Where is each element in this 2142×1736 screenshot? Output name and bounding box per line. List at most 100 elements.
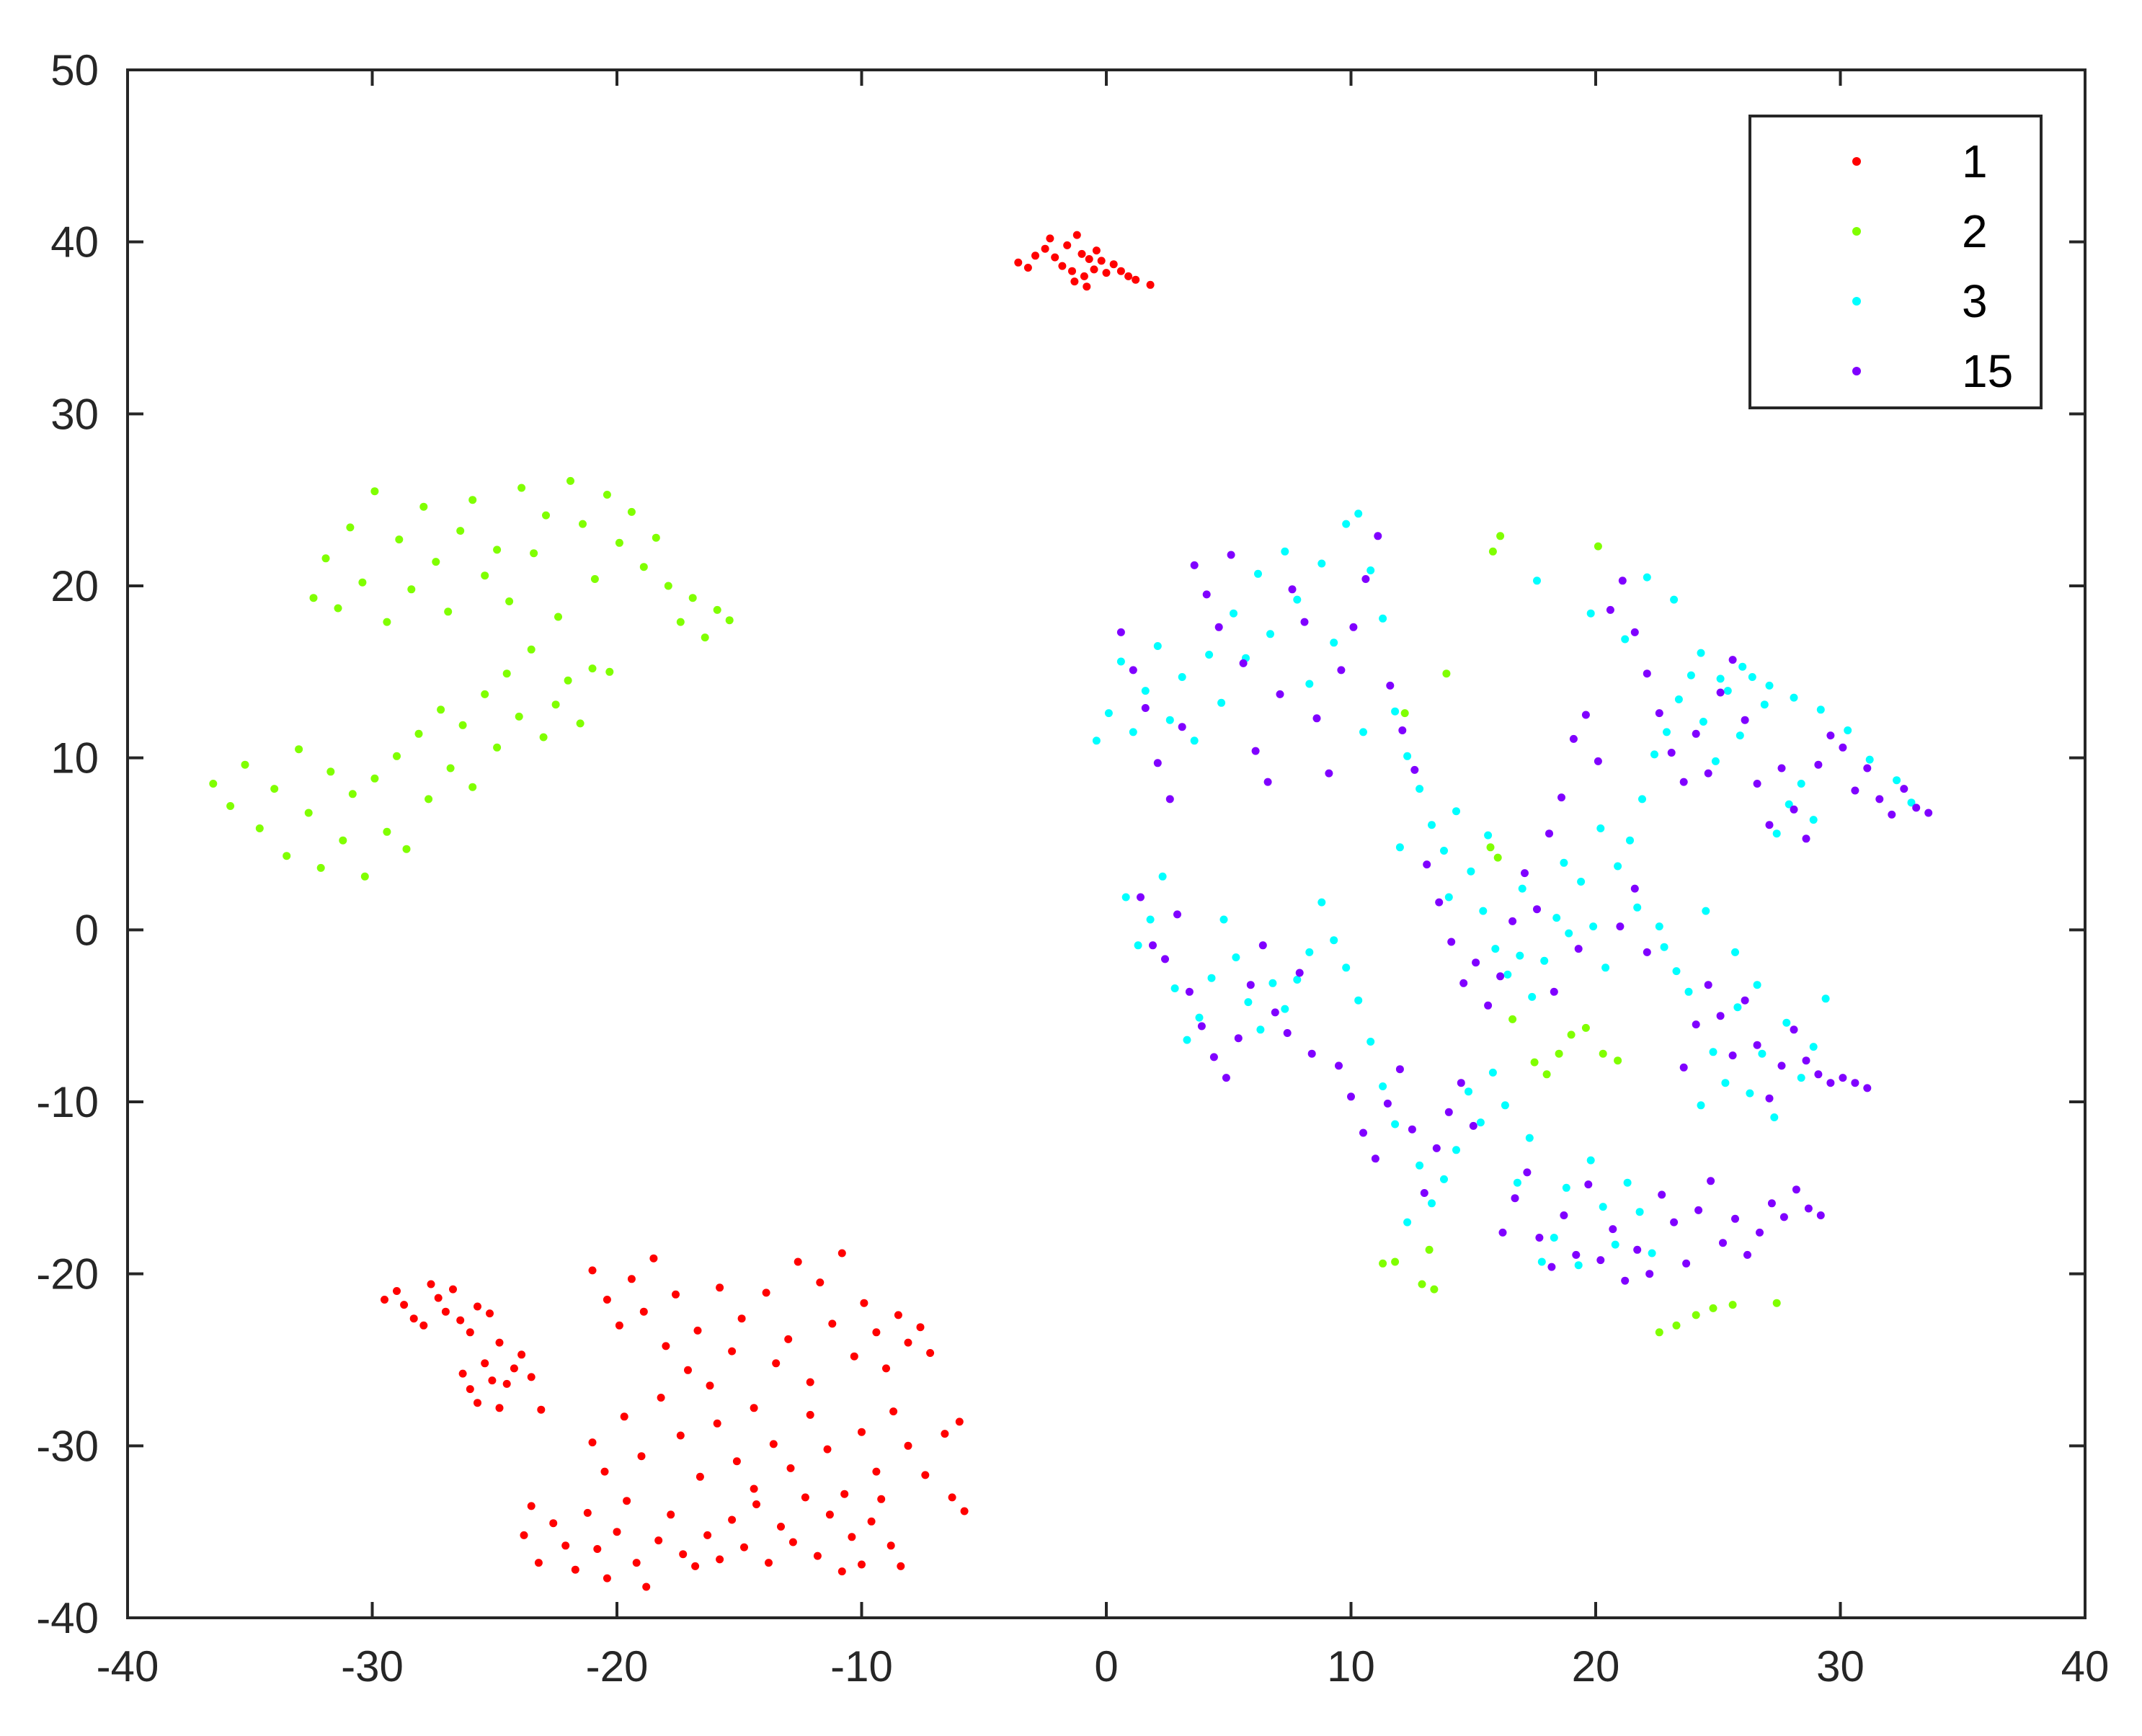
point-series-1-125 <box>784 1335 793 1343</box>
point-series-3-107 <box>1232 953 1240 961</box>
point-series-15-8 <box>1214 623 1223 631</box>
point-series-15-1 <box>1129 666 1137 675</box>
point-series-15-4 <box>1165 795 1174 804</box>
point-series-3-6 <box>1165 716 1174 724</box>
point-series-1-41 <box>481 1359 489 1368</box>
point-series-15-32 <box>1508 917 1517 925</box>
point-series-3-113 <box>1158 872 1167 881</box>
point-series-3-82 <box>1537 1258 1546 1266</box>
point-series-3-8 <box>1190 736 1199 745</box>
point-series-15-106 <box>1645 1270 1654 1278</box>
x-tick-label: 20 <box>1572 1642 1620 1691</box>
series-15 <box>1116 532 1933 1285</box>
point-series-2-45 <box>444 607 453 616</box>
point-series-1-66 <box>703 1531 712 1539</box>
point-series-1-31 <box>441 1307 450 1316</box>
legend: 1 2 3 15 <box>1748 115 2043 409</box>
point-series-1-112 <box>639 1307 648 1316</box>
point-series-15-29 <box>1472 958 1480 967</box>
point-series-15-65 <box>1912 804 1921 812</box>
point-series-2-79 <box>1530 1058 1539 1067</box>
point-series-1-45 <box>510 1364 518 1373</box>
point-series-1-90 <box>696 1472 704 1481</box>
point-series-1-70 <box>752 1500 760 1508</box>
point-series-15-91 <box>1444 1108 1453 1116</box>
point-series-3-102 <box>1293 976 1302 984</box>
point-series-2-74 <box>1418 1280 1426 1288</box>
point-series-1-57 <box>603 1574 611 1583</box>
series-2 <box>209 476 1781 1337</box>
point-series-3-83 <box>1525 1134 1534 1142</box>
point-series-15-98 <box>1547 1263 1556 1271</box>
point-series-3-44 <box>1638 795 1646 804</box>
point-series-2-43 <box>419 502 428 511</box>
point-series-2-75 <box>1430 1285 1439 1294</box>
point-series-2-59 <box>615 538 623 547</box>
point-series-1-52 <box>549 1519 558 1528</box>
point-series-1-67 <box>716 1555 724 1564</box>
point-series-1-109 <box>603 1296 611 1304</box>
point-series-1-26 <box>400 1301 409 1309</box>
point-series-15-40 <box>1606 605 1614 614</box>
point-series-2-42 <box>407 585 416 594</box>
point-series-2-70 <box>1486 843 1495 852</box>
point-series-3-73 <box>1648 1249 1656 1258</box>
point-series-15-35 <box>1545 829 1553 838</box>
legend-label-3: 3 <box>1962 275 1988 327</box>
point-series-15-61 <box>1863 764 1872 773</box>
point-series-2-7 <box>304 809 313 817</box>
point-series-1-62 <box>654 1536 663 1545</box>
point-series-1-84 <box>588 1438 597 1447</box>
point-series-3-93 <box>1403 1218 1412 1227</box>
point-series-3-53 <box>1748 673 1756 681</box>
point-series-1-58 <box>613 1528 621 1536</box>
point-series-2-64 <box>676 618 685 626</box>
point-series-3-111 <box>1183 1036 1191 1044</box>
point-series-3-22 <box>1366 566 1375 574</box>
point-series-1-87 <box>637 1452 646 1461</box>
point-series-3-80 <box>1562 1183 1570 1192</box>
point-series-15-114 <box>1743 1250 1751 1259</box>
point-series-2-50 <box>505 597 514 605</box>
point-series-3-26 <box>1416 785 1424 793</box>
point-series-15-42 <box>1630 628 1639 636</box>
point-series-2-21 <box>458 721 467 729</box>
point-series-1-116 <box>684 1366 692 1374</box>
point-series-1-19 <box>1124 272 1133 280</box>
point-series-1-89 <box>676 1431 685 1440</box>
point-series-3-31 <box>1479 907 1488 915</box>
point-series-1-35 <box>474 1302 481 1311</box>
point-series-3-69 <box>1697 1101 1705 1110</box>
point-series-3-61 <box>1797 1074 1805 1082</box>
point-series-3-32 <box>1491 945 1500 953</box>
point-series-2-18 <box>425 795 433 804</box>
point-series-15-99 <box>1560 1211 1568 1219</box>
point-series-3-112 <box>1170 984 1179 992</box>
point-series-15-79 <box>1283 1029 1292 1037</box>
point-series-3-123 <box>1596 824 1605 832</box>
point-series-15-82 <box>1335 1061 1343 1070</box>
point-series-2-80 <box>1542 1070 1551 1079</box>
point-series-3-50 <box>1711 757 1720 765</box>
point-series-1-8 <box>1068 267 1076 275</box>
point-series-3-130 <box>1586 609 1595 618</box>
point-series-2-34 <box>309 594 318 602</box>
point-series-2-81 <box>1555 1049 1563 1058</box>
point-series-3-49 <box>1699 718 1707 726</box>
point-series-1-69 <box>740 1543 748 1552</box>
point-series-1-30 <box>434 1294 443 1302</box>
point-series-15-69 <box>1161 955 1169 963</box>
point-series-15-58 <box>1826 731 1835 740</box>
point-series-1-32 <box>449 1285 457 1294</box>
point-series-1-99 <box>858 1428 866 1436</box>
point-series-3-14 <box>1266 630 1274 638</box>
y-tick-label: 30 <box>50 390 99 438</box>
point-series-1-3 <box>1041 244 1049 253</box>
point-series-1-24 <box>381 1296 388 1304</box>
point-series-3-70 <box>1684 987 1693 996</box>
point-series-15-9 <box>1227 551 1235 559</box>
point-series-3-60 <box>1809 1043 1818 1051</box>
point-series-15-135 <box>1851 1079 1859 1087</box>
point-series-1-64 <box>679 1550 688 1559</box>
point-series-2-67 <box>713 605 721 614</box>
